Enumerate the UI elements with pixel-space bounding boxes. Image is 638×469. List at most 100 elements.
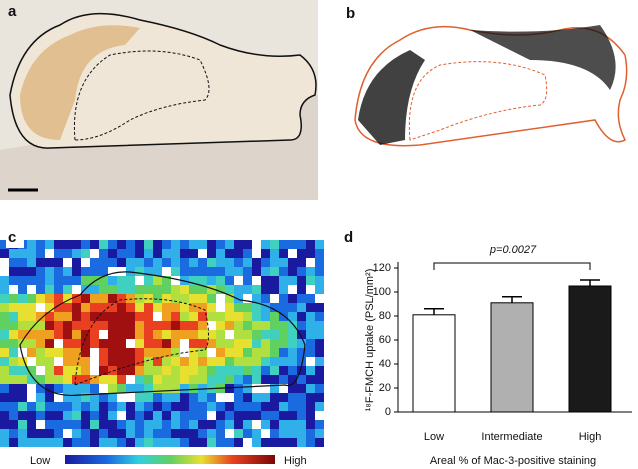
heat-cell [252, 429, 261, 438]
heat-cell [126, 294, 135, 303]
heat-cell [270, 312, 279, 321]
heat-cell [72, 267, 81, 276]
heat-cell [189, 348, 198, 357]
heat-cell [207, 375, 216, 384]
heat-cell [153, 339, 162, 348]
heat-cell [270, 411, 279, 420]
heat-cell [225, 402, 234, 411]
heat-cell [243, 384, 252, 393]
heat-cell [261, 267, 270, 276]
heat-cell [135, 303, 144, 312]
heat-cell [189, 294, 198, 303]
heat-cell [9, 294, 18, 303]
heat-cell [126, 429, 135, 438]
heat-cell [171, 384, 180, 393]
heat-cell [234, 267, 243, 276]
outline [19, 271, 306, 396]
heat-cell [117, 348, 126, 357]
heat-cell [153, 429, 162, 438]
heat-cell [135, 240, 144, 249]
heat-cell [261, 393, 270, 402]
heat-cell [99, 294, 108, 303]
heat-cell [306, 339, 315, 348]
heat-cell [162, 438, 171, 447]
heat-cell [216, 438, 225, 447]
heat-cell [135, 420, 144, 429]
heat-cell [261, 411, 270, 420]
heat-cell [171, 411, 180, 420]
heat-cell [279, 402, 288, 411]
heat-cell [36, 384, 45, 393]
heat-cell [99, 357, 108, 366]
heat-cell [162, 258, 171, 267]
heat-cell [198, 357, 207, 366]
heat-cell [81, 339, 90, 348]
heat-cell [297, 402, 306, 411]
heat-cell [99, 249, 108, 258]
heat-cell [297, 420, 306, 429]
heat-cell [45, 276, 54, 285]
heat-cell [54, 375, 63, 384]
heat-cell [189, 411, 198, 420]
heat-cell [126, 240, 135, 249]
heat-cell [270, 348, 279, 357]
heat-cell [306, 384, 315, 393]
heat-cell [306, 312, 315, 321]
heat-cell [198, 312, 207, 321]
heat-cell [144, 393, 153, 402]
heat-cell [315, 258, 324, 267]
heat-cell [45, 420, 54, 429]
heat-cell [279, 429, 288, 438]
heat-cell [0, 429, 9, 438]
heat-cell [18, 420, 27, 429]
heat-cell [81, 411, 90, 420]
heat-cell [135, 375, 144, 384]
heat-cell [117, 294, 126, 303]
heat-cell [153, 384, 162, 393]
bar [412, 314, 456, 413]
heat-cell [0, 240, 9, 249]
heat-cell [315, 321, 324, 330]
heat-cell [72, 438, 81, 447]
heat-cell [234, 294, 243, 303]
heat-cell [306, 411, 315, 420]
heat-cell [36, 402, 45, 411]
heat-cell [225, 438, 234, 447]
heat-cell [252, 267, 261, 276]
heat-cell [315, 330, 324, 339]
heat-cell [171, 312, 180, 321]
heat-cell [108, 321, 117, 330]
heat-cell [279, 348, 288, 357]
heat-cell [144, 357, 153, 366]
heat-cell [117, 321, 126, 330]
heat-cell [126, 348, 135, 357]
heat-cell [72, 393, 81, 402]
heat-cell [225, 276, 234, 285]
heat-cell [189, 249, 198, 258]
heat-cell [36, 375, 45, 384]
heat-cell [36, 294, 45, 303]
heat-cell [144, 384, 153, 393]
heat-cell [36, 312, 45, 321]
heat-cell [261, 312, 270, 321]
y-tick-label: 40 [379, 358, 391, 370]
heat-cell [18, 402, 27, 411]
heat-cell [252, 258, 261, 267]
heat-cell [81, 429, 90, 438]
heat-cell [117, 330, 126, 339]
heat-cell [261, 402, 270, 411]
heat-cell [261, 258, 270, 267]
heat-cell [18, 357, 27, 366]
heat-cell [63, 330, 72, 339]
heat-cell [189, 429, 198, 438]
heat-cell [18, 258, 27, 267]
heat-cell [180, 429, 189, 438]
panel-c-heatmap [0, 240, 324, 447]
heat-cell [135, 411, 144, 420]
heat-cell [36, 321, 45, 330]
heat-cell [63, 276, 72, 285]
heat-cell [90, 411, 99, 420]
heat-cell [297, 393, 306, 402]
heat-cell [36, 267, 45, 276]
heat-cell [315, 303, 324, 312]
